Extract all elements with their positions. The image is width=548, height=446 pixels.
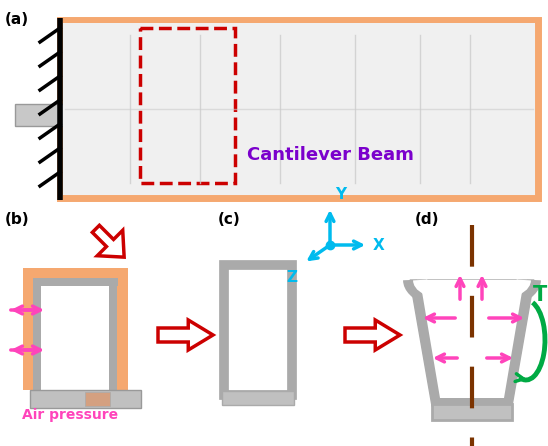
Text: (a): (a) <box>5 12 29 27</box>
Polygon shape <box>420 280 524 398</box>
Text: Air pressure: Air pressure <box>22 408 118 422</box>
Text: (d): (d) <box>415 212 439 227</box>
Bar <box>63 23 535 195</box>
Bar <box>33 278 118 286</box>
Bar <box>109 280 117 390</box>
Polygon shape <box>158 320 213 350</box>
Text: T: T <box>533 285 547 305</box>
Bar <box>224 265 292 395</box>
Text: (b): (b) <box>5 212 30 227</box>
Bar <box>30 390 141 408</box>
Bar <box>60 20 538 198</box>
Polygon shape <box>410 280 534 406</box>
Bar <box>35 280 116 390</box>
Polygon shape <box>92 225 124 257</box>
Bar <box>140 28 235 183</box>
Polygon shape <box>345 320 400 350</box>
Text: (c): (c) <box>218 212 241 227</box>
Bar <box>222 391 294 405</box>
Bar <box>432 404 512 420</box>
Bar <box>23 268 128 390</box>
Text: X: X <box>373 238 385 252</box>
Text: Y: Y <box>335 187 346 202</box>
Text: Z: Z <box>286 270 297 285</box>
Bar <box>33 280 41 390</box>
Bar <box>85 392 110 406</box>
Bar <box>15 104 70 126</box>
Text: Cantilever Beam: Cantilever Beam <box>247 146 413 164</box>
